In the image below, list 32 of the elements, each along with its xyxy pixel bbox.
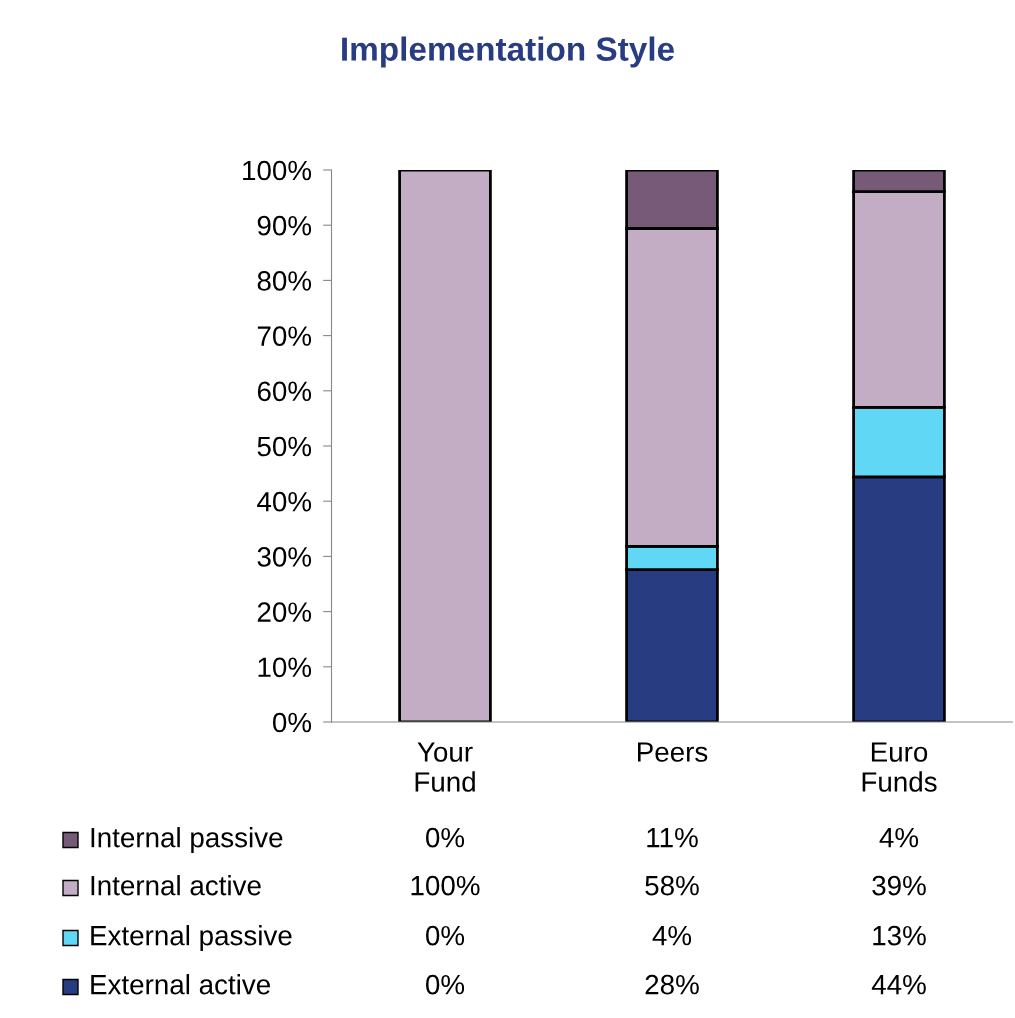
y-tick-label: 20% <box>257 602 312 622</box>
data-label: 28% <box>645 974 699 995</box>
chart-title: Implementation Style <box>342 36 674 68</box>
y-tick-label: 100% <box>243 160 312 181</box>
y-tick-label: 0% <box>272 712 312 733</box>
legend-label: External active <box>91 974 270 995</box>
data-label: 100% <box>411 875 480 896</box>
legend-label: Internal active <box>91 875 261 896</box>
x-tick-label: Your Fund <box>415 742 475 792</box>
y-tick-label: 90% <box>257 215 312 236</box>
legend-label: External passive <box>91 925 292 951</box>
y-tick-label: 70% <box>257 326 312 346</box>
y-tick-label: 10% <box>258 657 312 678</box>
data-label: 4% <box>879 827 919 848</box>
legend-label: Internal passive <box>91 827 283 853</box>
y-tick-label: 30% <box>257 547 312 567</box>
y-tick-label: 60% <box>257 381 312 402</box>
data-label: 11% <box>647 827 698 848</box>
data-label: 4% <box>652 925 692 946</box>
data-label: 58% <box>645 875 699 896</box>
data-label: 0% <box>426 974 465 995</box>
data-label: 0% <box>426 925 465 946</box>
data-label: 0% <box>426 827 465 848</box>
y-tick-label: 40% <box>257 491 312 512</box>
bar <box>398 170 492 722</box>
data-label: 44% <box>871 974 926 995</box>
y-tick-label: 50% <box>257 436 312 457</box>
data-label: 39% <box>872 875 926 896</box>
y-tick-label: 80% <box>257 271 312 291</box>
x-tick-label: Euro Funds <box>862 742 937 792</box>
x-tick-label: Peers <box>638 742 708 762</box>
data-label: 13% <box>873 925 926 946</box>
